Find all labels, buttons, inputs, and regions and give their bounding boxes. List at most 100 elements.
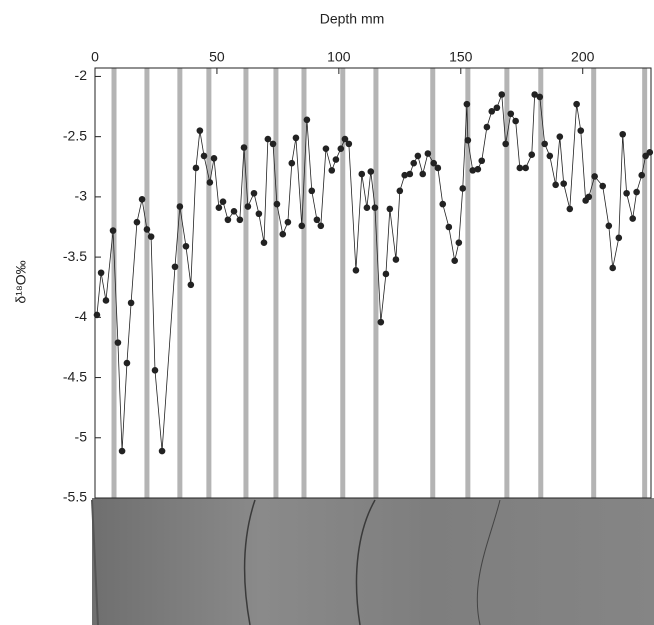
data-point: [273, 200, 281, 208]
band: [243, 68, 249, 498]
data-point: [541, 140, 548, 148]
data-point: [93, 311, 101, 319]
data-point: [566, 205, 574, 213]
data-point: [410, 159, 418, 167]
data-point: [638, 171, 646, 179]
data-point: [414, 152, 422, 160]
plot-frame: [94, 67, 652, 499]
data-point: [102, 297, 110, 304]
data-point: [367, 168, 375, 175]
data-point: [308, 187, 316, 195]
band: [206, 68, 212, 498]
data-point: [244, 203, 252, 210]
data-point: [463, 100, 471, 108]
band: [373, 68, 379, 498]
data-point: [158, 447, 166, 455]
data-point: [176, 203, 184, 210]
data-point: [528, 151, 536, 159]
data-point: [269, 140, 277, 148]
data-point: [434, 164, 442, 172]
data-point: [215, 204, 223, 212]
data-point: [138, 195, 146, 203]
band: [301, 68, 307, 498]
y-axis-title: δ¹⁸O‰: [13, 260, 29, 303]
data-point: [439, 200, 447, 208]
band: [465, 68, 471, 498]
data-point: [298, 222, 306, 230]
data-point: [531, 91, 538, 98]
data-point: [97, 269, 105, 277]
data-point: [573, 100, 580, 108]
data-point: [502, 140, 509, 148]
data-point: [264, 135, 272, 143]
y-tick-label: -4.5: [63, 368, 87, 384]
y-tick-label: -5: [75, 428, 88, 444]
data-point: [260, 239, 268, 246]
data-point: [118, 447, 126, 455]
band: [177, 68, 183, 498]
data-point: [585, 193, 593, 201]
data-point: [182, 242, 190, 250]
data-point: [171, 263, 179, 271]
data-point: [483, 123, 491, 131]
data-point: [200, 152, 208, 160]
data-point: [599, 182, 607, 190]
x-tick-label: 150: [449, 49, 473, 65]
data-point: [629, 215, 637, 222]
data-point: [451, 257, 458, 265]
band: [144, 68, 150, 498]
data-point: [192, 164, 200, 172]
data-point: [556, 133, 564, 140]
band: [538, 68, 544, 498]
data-point: [522, 164, 529, 172]
data-point: [430, 159, 438, 167]
data-point: [114, 339, 122, 346]
data-point: [619, 130, 627, 138]
data-point: [591, 173, 598, 180]
data-point: [498, 91, 506, 98]
data-point: [396, 187, 404, 195]
band: [642, 68, 648, 498]
y-tick-label: -4: [75, 308, 88, 324]
data-point: [317, 222, 325, 230]
x-tick-label: 50: [209, 49, 225, 65]
band: [340, 68, 346, 498]
data-point: [459, 185, 467, 192]
x-axis-title: Depth mm: [320, 11, 385, 27]
data-point: [303, 116, 311, 124]
data-point: [633, 188, 640, 196]
data-point: [474, 165, 482, 173]
y-tick-label: -3: [75, 188, 88, 204]
data-point: [536, 93, 544, 101]
data-point: [187, 281, 195, 289]
data-point: [322, 145, 330, 153]
data-point: [250, 189, 258, 197]
data-point: [363, 204, 371, 212]
data-point: [196, 127, 204, 134]
data-point: [345, 140, 353, 148]
data-point: [406, 170, 414, 178]
data-point: [392, 256, 400, 263]
data-point: [240, 144, 248, 151]
data-point: [210, 155, 218, 162]
data-point: [455, 239, 463, 246]
data-point: [377, 318, 385, 326]
data-point: [401, 171, 409, 179]
data-point: [109, 227, 117, 234]
data-point: [236, 216, 244, 224]
data-point: [224, 216, 232, 224]
data-point: [313, 216, 321, 224]
x-tick-label: 0: [91, 49, 99, 65]
data-point: [133, 218, 141, 226]
y-tick-label: -2: [75, 67, 88, 83]
data-point: [445, 223, 453, 231]
data-point: [464, 136, 472, 144]
data-point: [609, 264, 617, 272]
data-point: [386, 205, 394, 213]
data-point: [507, 110, 515, 118]
data-point: [424, 150, 432, 157]
data-point: [352, 267, 360, 274]
data-point: [605, 222, 613, 230]
x-tick-label: 200: [571, 49, 595, 65]
